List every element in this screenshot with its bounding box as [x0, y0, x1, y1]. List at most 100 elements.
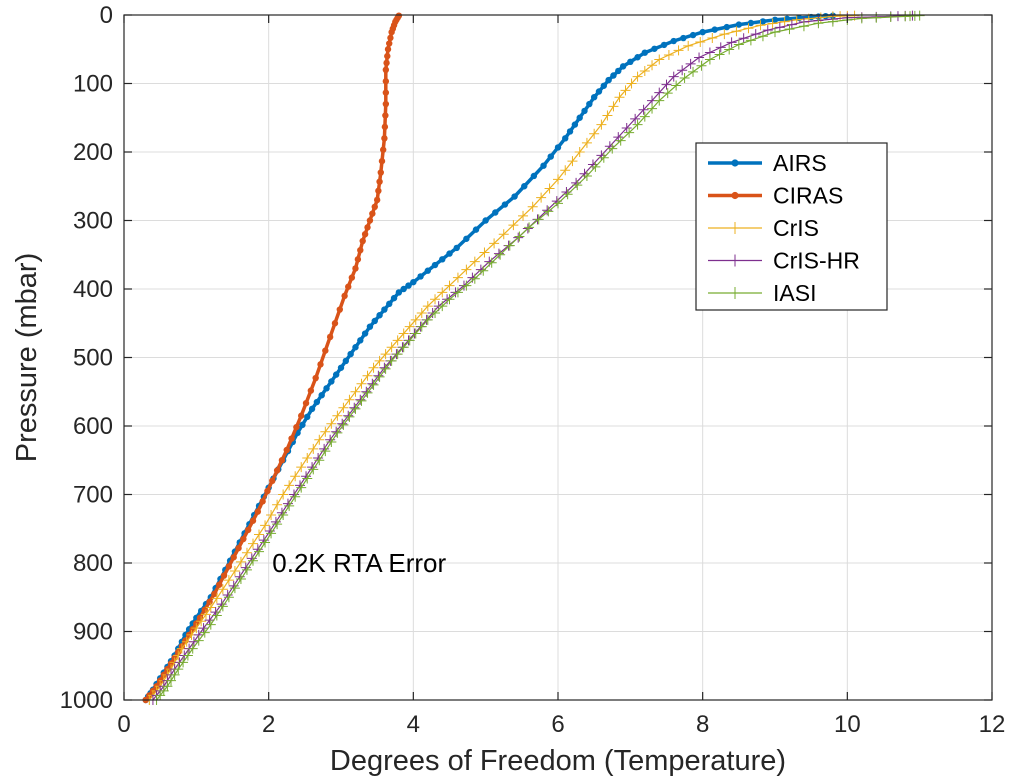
series-cris — [144, 10, 860, 705]
data-point — [332, 371, 340, 378]
data-point — [661, 79, 672, 90]
x-tick-label: 0 — [117, 711, 130, 738]
data-point — [813, 18, 824, 29]
data-point — [767, 18, 778, 29]
data-point — [336, 306, 343, 313]
x-tick-label: 10 — [834, 711, 861, 738]
data-point — [320, 446, 331, 457]
data-point — [574, 147, 585, 157]
data-point — [508, 220, 519, 231]
data-point — [368, 379, 379, 390]
data-point — [634, 54, 641, 61]
data-point — [562, 189, 573, 200]
data-point — [743, 23, 754, 34]
data-point — [264, 487, 271, 495]
data-point — [356, 378, 367, 389]
legend-item-cris: CrIS — [708, 215, 819, 241]
data-point — [352, 344, 359, 351]
data-point — [602, 110, 613, 121]
data-point — [313, 398, 321, 406]
data-point — [381, 123, 389, 131]
data-point — [677, 65, 688, 76]
legend-marker — [729, 222, 741, 234]
data-point — [482, 217, 489, 224]
data-point — [587, 159, 598, 170]
data-point — [654, 54, 665, 65]
data-point — [299, 421, 306, 429]
data-point — [586, 100, 593, 108]
data-point — [620, 85, 631, 96]
data-point — [278, 489, 289, 500]
data-point — [598, 152, 609, 163]
data-point — [581, 170, 592, 181]
data-point — [254, 529, 265, 540]
data-point — [344, 411, 355, 422]
data-point — [596, 150, 607, 161]
data-point — [446, 250, 453, 257]
data-point — [410, 314, 421, 325]
data-point — [362, 387, 373, 398]
data-point — [162, 681, 173, 692]
data-point — [384, 52, 391, 60]
data-point — [608, 101, 619, 112]
data-point — [400, 285, 407, 293]
data-point — [308, 443, 319, 454]
data-point — [566, 128, 574, 135]
data-point — [424, 267, 431, 274]
data-point — [417, 273, 424, 280]
data-point — [696, 60, 707, 71]
data-point — [738, 33, 749, 44]
data-point — [304, 413, 311, 421]
data-point — [332, 427, 343, 438]
data-point — [344, 394, 355, 405]
x-tick-label: 8 — [696, 711, 709, 738]
data-point — [323, 385, 330, 392]
data-point — [307, 387, 315, 394]
data-point — [501, 201, 509, 208]
data-point — [750, 29, 761, 40]
data-point — [378, 157, 386, 165]
data-point — [266, 528, 277, 539]
data-point — [544, 183, 555, 194]
data-point — [714, 49, 725, 60]
data-point — [404, 321, 415, 332]
data-point — [398, 328, 409, 339]
data-point — [386, 40, 393, 47]
data-point — [269, 477, 276, 484]
data-point — [382, 112, 389, 119]
y-tick-label: 1000 — [60, 687, 113, 714]
ticks — [123, 14, 993, 701]
data-point — [217, 584, 228, 595]
y-tick-label: 300 — [73, 208, 113, 235]
data-point — [647, 60, 658, 71]
data-point — [632, 71, 643, 82]
data-point — [395, 12, 403, 19]
data-point — [463, 235, 470, 242]
annotation-text: 0.2K RTA Error — [272, 548, 446, 578]
data-point — [178, 657, 189, 668]
data-point — [663, 49, 674, 60]
data-point — [885, 12, 896, 23]
data-point — [707, 33, 718, 44]
data-point — [230, 554, 237, 561]
data-point — [338, 402, 349, 413]
data-point — [553, 174, 563, 185]
x-tick-label: 12 — [979, 711, 1006, 738]
data-point — [478, 265, 489, 276]
data-point — [240, 535, 247, 543]
data-point — [600, 82, 608, 89]
data-point — [341, 292, 348, 300]
data-point — [296, 482, 307, 493]
data-point — [332, 410, 343, 421]
data-point — [241, 547, 252, 558]
y-axis-title: Pressure (mbar) — [11, 253, 43, 463]
data-point — [654, 95, 665, 106]
data-point — [533, 214, 544, 225]
legend-marker — [731, 159, 739, 167]
data-point — [293, 423, 300, 431]
legend: AIRS CIRAS CrIS CrIS-HR IASI — [695, 142, 888, 311]
data-point — [259, 498, 266, 505]
data-point — [437, 287, 448, 298]
data-point — [685, 58, 696, 69]
